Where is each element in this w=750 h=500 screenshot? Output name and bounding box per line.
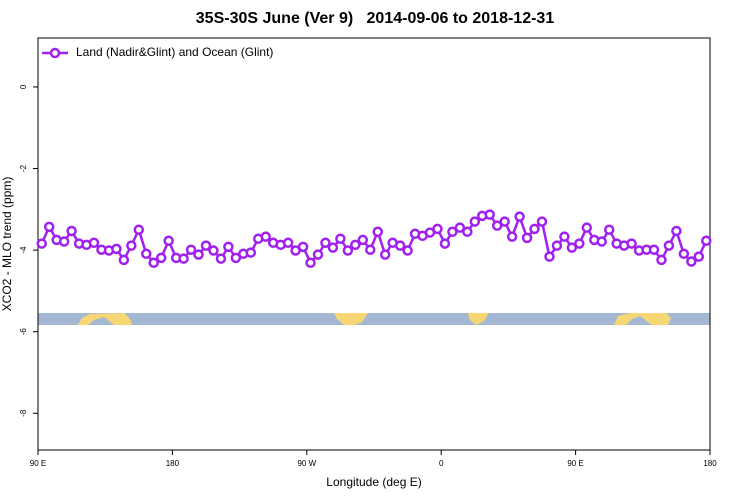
x-tick-label: 90 E xyxy=(30,459,46,468)
data-point xyxy=(663,240,675,251)
data-point xyxy=(118,254,130,266)
data-point xyxy=(133,224,145,235)
x-tick-label: 180 xyxy=(166,459,180,468)
data-point xyxy=(305,257,316,269)
data-point xyxy=(350,239,361,251)
data-point xyxy=(282,237,294,249)
data-point xyxy=(193,249,204,260)
data-point xyxy=(671,225,682,237)
data-point xyxy=(200,240,212,251)
data-point xyxy=(506,231,518,242)
land-strip xyxy=(468,313,489,325)
data-point xyxy=(648,244,660,255)
y-axis-label: XCO2 - MLO trend (ppm) xyxy=(0,177,14,312)
data-point xyxy=(566,242,578,253)
data-point xyxy=(581,222,593,233)
x-tick-label: 90 W xyxy=(297,459,316,468)
x-axis-label: Longitude (deg E) xyxy=(326,475,421,489)
data-point xyxy=(126,240,137,251)
data-point xyxy=(215,253,227,264)
data-point xyxy=(148,257,159,269)
chart-title: 35S-30S June (Ver 9) 2014-09-06 to 2018-… xyxy=(196,10,555,27)
data-point xyxy=(379,249,391,260)
plot-frame xyxy=(37,37,711,451)
x-tick-label: 0 xyxy=(439,459,444,468)
data-point xyxy=(185,244,197,255)
data-point xyxy=(491,220,503,231)
data-point xyxy=(693,251,705,262)
data-point xyxy=(141,248,152,260)
data-point xyxy=(365,244,376,255)
y-tick-label: 0 xyxy=(19,84,28,89)
data-point xyxy=(372,226,383,238)
ocean-strip xyxy=(38,313,710,325)
data-point xyxy=(312,249,324,260)
data-point xyxy=(529,223,540,235)
data-point xyxy=(260,231,271,242)
y-tick-label: -6 xyxy=(19,328,28,336)
data-point xyxy=(686,256,697,267)
data-point xyxy=(551,240,563,251)
data-point xyxy=(230,252,242,264)
data-point xyxy=(656,254,667,266)
data-point xyxy=(432,223,443,235)
data-point xyxy=(111,243,122,255)
data-point xyxy=(439,238,451,249)
map-strip xyxy=(38,313,710,325)
y-tick-label: -8 xyxy=(19,409,28,417)
data-point xyxy=(402,245,413,256)
data-point xyxy=(626,238,637,249)
data-point xyxy=(327,242,339,253)
data-point xyxy=(678,248,690,260)
data-point xyxy=(43,221,55,233)
data-point xyxy=(484,209,495,220)
data-point xyxy=(155,252,167,264)
data-point xyxy=(163,235,174,246)
data-point xyxy=(536,216,548,227)
x-tick-label: 90 E xyxy=(567,459,583,468)
data-point xyxy=(88,237,100,249)
data-point xyxy=(499,216,510,227)
y-tick-label: -4 xyxy=(19,246,28,254)
data-point xyxy=(603,224,615,235)
data-point xyxy=(701,235,712,246)
data-point xyxy=(208,245,219,256)
data-point xyxy=(357,234,369,246)
data-point xyxy=(462,226,473,238)
data-point xyxy=(514,211,525,222)
data-point xyxy=(596,236,607,247)
data-point xyxy=(58,236,70,247)
data-point xyxy=(245,247,257,258)
data-point xyxy=(342,245,354,256)
data-point xyxy=(297,241,309,253)
data-point xyxy=(469,216,481,227)
y-tick-label: -2 xyxy=(19,164,28,172)
data-point xyxy=(223,241,234,253)
data-point xyxy=(320,237,331,249)
data-point xyxy=(544,251,555,262)
land-strip xyxy=(334,313,368,325)
data-point xyxy=(36,238,47,249)
data-point xyxy=(521,232,533,244)
data-point xyxy=(447,226,458,238)
legend-marker xyxy=(49,47,61,59)
data-point xyxy=(178,253,189,264)
data-point xyxy=(454,222,466,233)
x-tick-label: 180 xyxy=(703,459,717,468)
data-point xyxy=(559,231,570,242)
data-point xyxy=(335,233,346,244)
data-point xyxy=(574,238,585,249)
legend-label: Land (Nadir&Glint) and Ocean (Glint) xyxy=(76,45,273,59)
ocean-strip xyxy=(626,316,652,325)
data-point xyxy=(394,240,406,251)
data-point xyxy=(66,225,77,237)
ocean-strip xyxy=(88,317,114,325)
